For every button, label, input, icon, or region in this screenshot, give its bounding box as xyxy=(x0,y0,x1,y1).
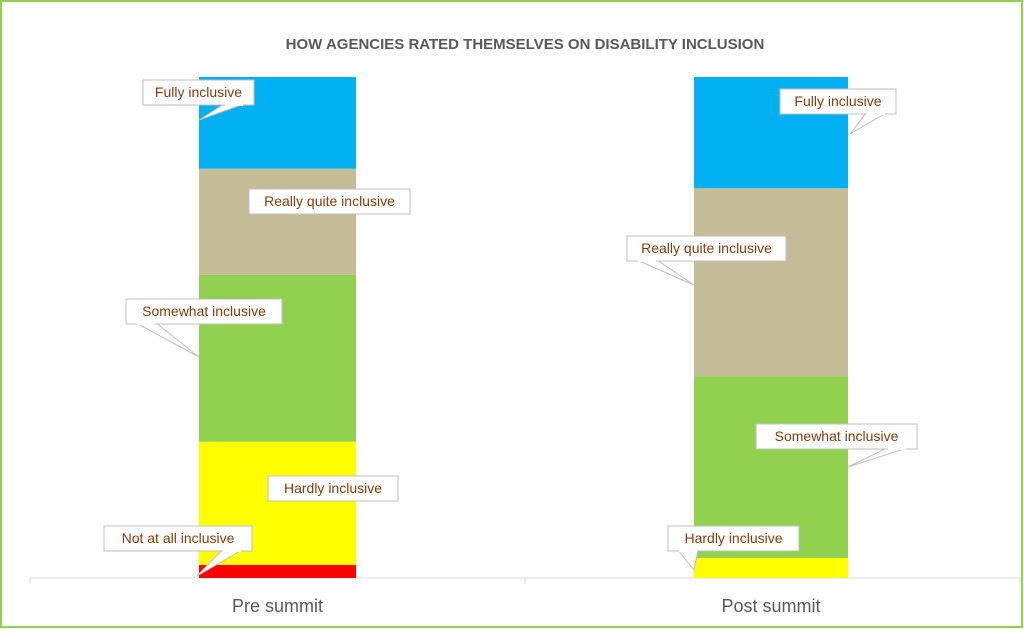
bar-segment xyxy=(694,188,848,377)
bar-segment xyxy=(694,557,848,578)
callout-box xyxy=(626,235,787,262)
data-label: Somewhat inclusive xyxy=(775,428,899,444)
callout-box xyxy=(667,525,800,552)
data-label: Really quite inclusive xyxy=(264,193,395,209)
data-label: Fully inclusive xyxy=(794,93,881,109)
callout-box xyxy=(779,88,897,115)
data-label: Fully inclusive xyxy=(155,84,242,100)
callout-box xyxy=(267,475,399,502)
callout-box xyxy=(103,525,253,552)
data-label: Hardly inclusive xyxy=(684,530,782,546)
data-label: Not at all inclusive xyxy=(122,530,235,546)
x-tick-label: Pre summit xyxy=(232,596,323,616)
data-label: Hardly inclusive xyxy=(284,480,382,496)
bar-segment xyxy=(199,564,356,578)
callout-box xyxy=(248,188,411,215)
x-tick-label: Post summit xyxy=(721,596,820,616)
chart-title: HOW AGENCIES RATED THEMSELVES ON DISABIL… xyxy=(286,36,765,53)
callout-box xyxy=(142,79,255,106)
data-label: Somewhat inclusive xyxy=(142,303,266,319)
callout-box xyxy=(125,298,283,325)
callout-box xyxy=(755,423,918,450)
data-label: Really quite inclusive xyxy=(641,240,772,256)
callouts: Not at all inclusive Hardly inclusive Some… xyxy=(103,79,918,577)
bar-segment xyxy=(199,168,356,275)
